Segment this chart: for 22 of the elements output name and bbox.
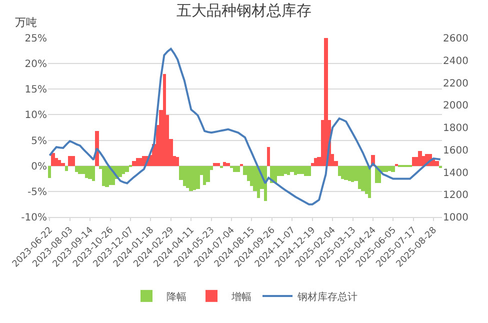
y-tick-label: 15% [24,84,47,96]
y2-tick-label: 1000 [443,212,468,224]
y-tick-label: -10% [21,212,47,224]
y2-tick-label: 1400 [443,168,468,179]
y-tick-label: 25% [24,34,47,44]
y-tick-label: 20% [24,59,47,70]
y2-tick-label: 2200 [443,78,468,90]
y-tick-label: 5% [31,136,47,147]
y2-tick-label: 2400 [443,56,468,67]
y-tick-label: 0% [31,161,47,172]
legend-label: 增幅 [230,290,252,303]
y2-tick-label: 1200 [443,190,468,202]
legend-label: 降幅 [166,290,186,303]
y2-tick-label: 2000 [443,100,468,112]
y2-tick-label: 2600 [443,34,468,44]
y2-tick-label: 1800 [443,123,468,134]
y-axis-title: 万吨 [15,16,37,29]
legend-label: 钢材库存总计 [296,290,358,303]
chart-title: 五大品种钢材总库存 [176,1,312,20]
y-tick-label: -5% [28,186,47,198]
y2-tick-label: 1600 [443,145,468,156]
y-tick-label: 10% [24,110,47,122]
